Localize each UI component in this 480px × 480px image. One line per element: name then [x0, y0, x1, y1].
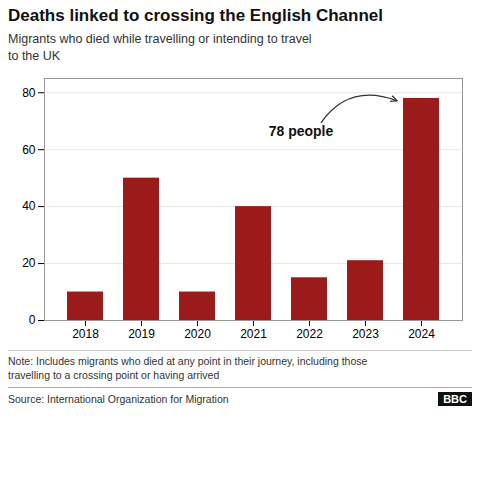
svg-text:0: 0	[29, 313, 36, 327]
svg-text:2022: 2022	[296, 327, 323, 341]
svg-text:2021: 2021	[240, 327, 267, 341]
html-text:Source: International Organiza: Source: International Organization for M…	[8, 393, 229, 406]
svg-text:2020: 2020	[184, 327, 211, 341]
svg-text:40: 40	[22, 199, 36, 213]
html-text:Note: Includes migrants who di: Note: Includes migrants who died at any …	[8, 354, 368, 381]
svg-text:2024: 2024	[408, 327, 435, 341]
svg-text:78 people: 78 people	[269, 123, 334, 139]
svg-text:20: 20	[22, 256, 36, 270]
svg-text:80: 80	[22, 85, 36, 99]
svg-text:2023: 2023	[352, 327, 379, 341]
html-text:Migrants who died while travel: Migrants who died while travelling or in…	[8, 32, 312, 63]
svg-text:2019: 2019	[128, 327, 155, 341]
svg-text:2018: 2018	[72, 327, 99, 341]
html-text:Deaths linked to crossing the: Deaths linked to crossing the English Ch…	[8, 6, 383, 25]
html-text:BBC: BBC	[443, 393, 467, 406]
svg-text:60: 60	[22, 142, 36, 156]
